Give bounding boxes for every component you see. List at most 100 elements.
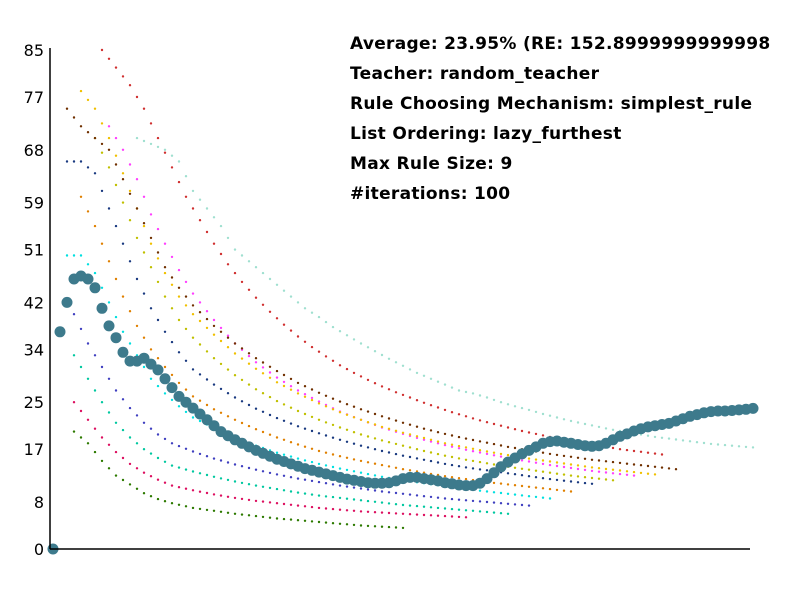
background-point [114, 224, 118, 228]
background-point [534, 469, 538, 472]
background-point [184, 295, 188, 298]
background-point [177, 405, 181, 408]
background-point [303, 492, 307, 495]
background-point [457, 413, 461, 416]
background-point [261, 366, 265, 369]
background-point [198, 399, 202, 402]
background-point [310, 429, 314, 433]
background-point [282, 438, 286, 441]
background-point [450, 463, 454, 467]
background-point [79, 125, 83, 128]
background-point [149, 122, 153, 125]
background-point [142, 471, 146, 474]
background-point [310, 396, 314, 400]
background-point [128, 260, 132, 263]
background-point [338, 400, 342, 403]
background-point [261, 485, 265, 488]
background-point [149, 452, 153, 455]
background-point [128, 163, 132, 166]
background-series-layer [65, 48, 755, 530]
background-point [310, 415, 314, 419]
background-point [317, 350, 321, 353]
background-point [219, 339, 223, 343]
background-point [219, 459, 223, 462]
background-point [646, 472, 650, 475]
background-point [310, 460, 314, 464]
background-point [219, 224, 223, 228]
background-point [429, 451, 433, 454]
background-point [576, 475, 580, 478]
background-point [380, 490, 384, 493]
background-point [569, 466, 573, 470]
background-point [541, 434, 545, 437]
background-point [352, 416, 356, 419]
background-point [247, 498, 251, 502]
background-point [79, 89, 83, 93]
background-point [219, 510, 223, 513]
background-point [513, 493, 517, 496]
background-point [121, 178, 125, 181]
background-point [436, 440, 440, 443]
background-point [226, 415, 230, 418]
background-point [149, 307, 153, 310]
background-point [527, 475, 531, 478]
background-point [170, 502, 174, 505]
background-point [205, 473, 209, 477]
background-point [128, 84, 132, 87]
background-point [219, 494, 223, 497]
background-point [457, 498, 461, 501]
y-tick-label: 59 [24, 194, 44, 213]
background-point [380, 463, 384, 467]
background-point [338, 426, 342, 429]
background-point [695, 441, 699, 444]
background-point [478, 440, 482, 443]
background-point [100, 151, 104, 154]
background-point [415, 371, 419, 375]
background-point [177, 286, 181, 289]
background-point [156, 251, 160, 254]
background-point [86, 98, 90, 102]
background-point [590, 482, 594, 485]
background-point [128, 406, 132, 410]
background-point [415, 513, 419, 516]
background-point [156, 257, 160, 260]
background-point [548, 460, 552, 463]
background-point [317, 506, 321, 510]
background-point [422, 427, 426, 430]
background-point [149, 266, 153, 269]
background-point [464, 477, 468, 481]
background-point [268, 395, 272, 399]
background-point [198, 419, 202, 423]
background-point [492, 422, 496, 426]
background-point [443, 507, 447, 510]
background-point [296, 381, 300, 385]
background-point [205, 455, 209, 458]
background-point [422, 374, 426, 377]
y-tick-label: 0 [34, 540, 44, 559]
background-point [114, 421, 118, 424]
background-point [100, 436, 104, 439]
background-point [359, 487, 363, 490]
background-point [366, 510, 370, 513]
background-point [135, 136, 139, 140]
background-point [548, 463, 552, 467]
background-point [331, 423, 335, 427]
background-point [471, 447, 475, 450]
background-point [114, 154, 118, 157]
background-point [429, 377, 433, 380]
background-point [485, 421, 489, 424]
background-point [555, 453, 559, 457]
background-point [233, 248, 237, 251]
background-point [177, 268, 181, 272]
background-point [345, 497, 349, 500]
background-point [163, 242, 167, 245]
background-point [268, 371, 272, 374]
background-point [86, 263, 90, 266]
background-point [184, 280, 188, 284]
background-point [156, 384, 160, 388]
background-point [506, 426, 510, 429]
background-point [485, 510, 489, 514]
background-point [247, 362, 251, 365]
background-point [135, 467, 139, 470]
background-point [345, 403, 349, 406]
